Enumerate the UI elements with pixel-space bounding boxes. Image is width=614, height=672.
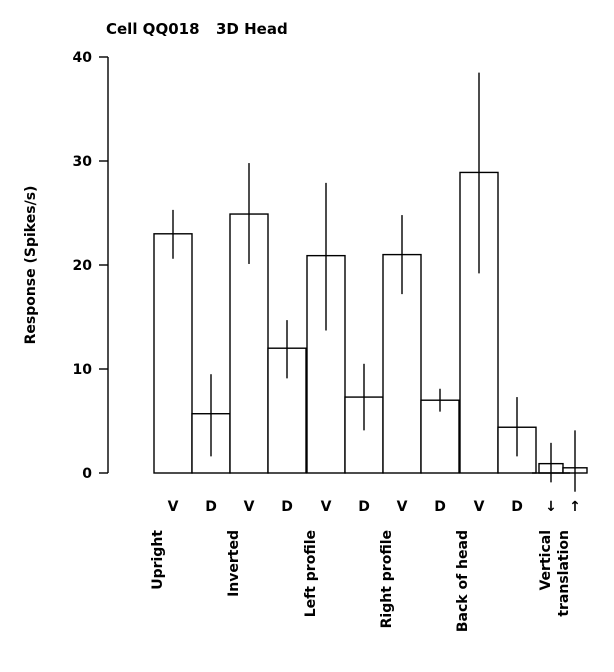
group-label: translation [556, 530, 572, 617]
condition-label: ↑ [569, 499, 581, 515]
group-label: Right profile [379, 530, 395, 628]
condition-label: D [205, 499, 217, 515]
y-axis-ticks: 0 10 20 30 40 [73, 50, 108, 482]
group-label: Inverted [226, 530, 242, 597]
group-label: Back of head [455, 530, 471, 632]
group-label: Vertical [538, 530, 554, 591]
bar [420, 399, 460, 474]
condition-label: D [358, 499, 370, 515]
condition-label: D [434, 499, 446, 515]
y-tick-label: 20 [73, 258, 93, 274]
chart-title-stimulus: 3D Head [216, 20, 288, 38]
bar [153, 233, 193, 474]
condition-label: ↓ [545, 499, 557, 515]
group-label: Left profile [303, 530, 319, 617]
y-tick-label: 40 [73, 50, 93, 66]
condition-label: V [168, 499, 179, 515]
condition-label: V [321, 499, 332, 515]
group-label: Upright [150, 530, 166, 590]
condition-label: V [397, 499, 408, 515]
condition-label: V [474, 499, 485, 515]
condition-label: V [244, 499, 255, 515]
condition-label: D [281, 499, 293, 515]
y-tick-label: 30 [73, 154, 93, 170]
y-axis-label: Response (Spikes/s) [23, 186, 39, 345]
chart-title-cell: Cell QQ018 [106, 20, 200, 38]
condition-label: D [511, 499, 523, 515]
bars [153, 72, 588, 492]
y-tick-label: 0 [82, 466, 92, 482]
y-tick-label: 10 [73, 362, 93, 378]
